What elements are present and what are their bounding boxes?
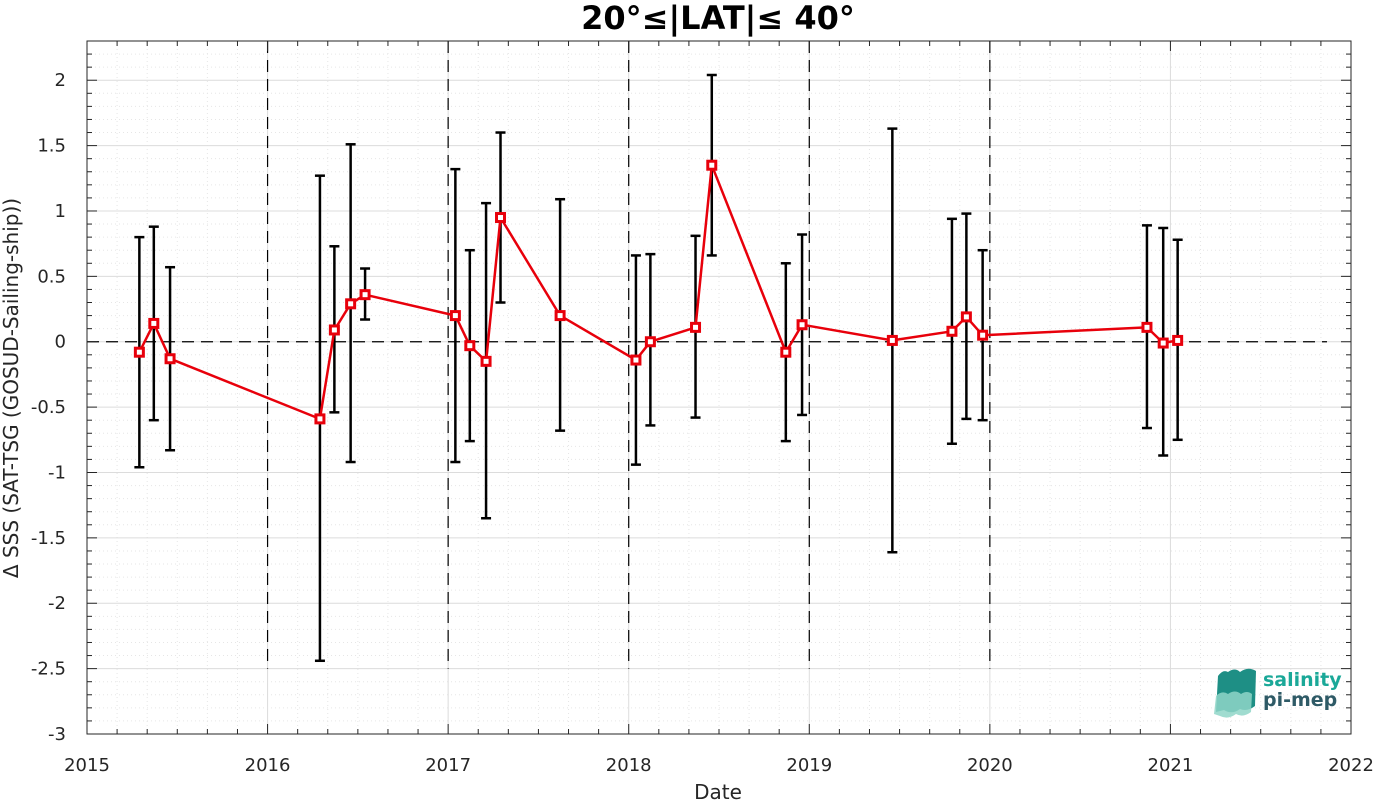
logo-text-pi-mep: pi-mep — [1263, 689, 1337, 711]
y-tick-label: 1.5 — [37, 136, 66, 157]
data-point-marker — [464, 340, 476, 352]
chart-title: 20°≤|LAT|≤ 40° — [581, 0, 855, 38]
x-tick-label: 2020 — [967, 755, 1013, 776]
x-tick-label: 2016 — [245, 755, 291, 776]
data-point-marker — [133, 346, 145, 358]
logo-text-salinity: salinity — [1263, 669, 1342, 691]
data-point-marker — [449, 310, 461, 322]
data-point-marker — [1157, 337, 1169, 349]
data-point-marker — [644, 336, 656, 348]
axis-ticks — [86, 40, 1352, 735]
y-tick-label: -0.5 — [31, 397, 66, 418]
data-point-marker — [328, 324, 340, 336]
x-tick-label: 2019 — [786, 755, 832, 776]
data-point-marker — [164, 353, 176, 365]
y-tick-label: 1 — [55, 201, 66, 222]
data-point-marker — [148, 317, 160, 329]
x-tick-label: 2017 — [425, 755, 471, 776]
data-point-marker — [780, 346, 792, 358]
logo-wave-shape — [1214, 691, 1252, 718]
data-point-marker — [359, 289, 371, 301]
y-axis-label: Δ SSS (SAT-TSG (GOSUD-Sailing-ship)) — [0, 198, 23, 578]
data-point-marker — [630, 354, 642, 366]
data-point-marker — [314, 413, 326, 425]
y-tick-label: 0.5 — [37, 266, 66, 287]
data-point-marker — [977, 329, 989, 341]
y-tick-label: -2 — [48, 593, 66, 614]
x-tick-label: 2015 — [64, 755, 110, 776]
y-tick-label: 2 — [55, 70, 66, 91]
x-tick-labels: 2015 2016 2017 2018 2019 2020 2021 2022 — [64, 755, 1374, 776]
x-tick-label: 2018 — [606, 755, 652, 776]
y-tick-label: -1 — [48, 462, 66, 483]
data-point-marker — [480, 355, 492, 367]
data-point-marker — [960, 311, 972, 323]
data-point-marker — [495, 212, 507, 224]
data-point-marker — [946, 325, 958, 337]
data-point-marker — [345, 298, 357, 310]
x-tick-label: 2022 — [1328, 755, 1374, 776]
y-tick-label: 0 — [55, 332, 66, 353]
y-tick-label: -3 — [48, 724, 66, 745]
x-tick-label: 2021 — [1148, 755, 1194, 776]
data-point-marker — [1172, 334, 1184, 346]
grid — [86, 40, 1352, 735]
salinity-pi-mep-logo: salinity pi-mep — [1214, 668, 1342, 718]
y-tick-label: -2.5 — [31, 659, 66, 680]
data-point-marker — [690, 321, 702, 333]
data-point-marker — [554, 310, 566, 322]
data-point-marker — [1141, 321, 1153, 333]
y-tick-labels: 2 1.5 1 0.5 0 -0.5 -1 -1.5 -2 -2.5 -3 — [31, 70, 66, 745]
plot-frame — [86, 40, 1352, 735]
reference-lines — [87, 41, 1327, 669]
data-point-marker — [796, 319, 808, 331]
data-point-marker — [706, 159, 718, 171]
series-line-group — [133, 159, 1184, 425]
x-axis-label: Date — [694, 780, 742, 801]
y-tick-label: -1.5 — [31, 528, 66, 549]
data-point-marker — [886, 334, 898, 346]
